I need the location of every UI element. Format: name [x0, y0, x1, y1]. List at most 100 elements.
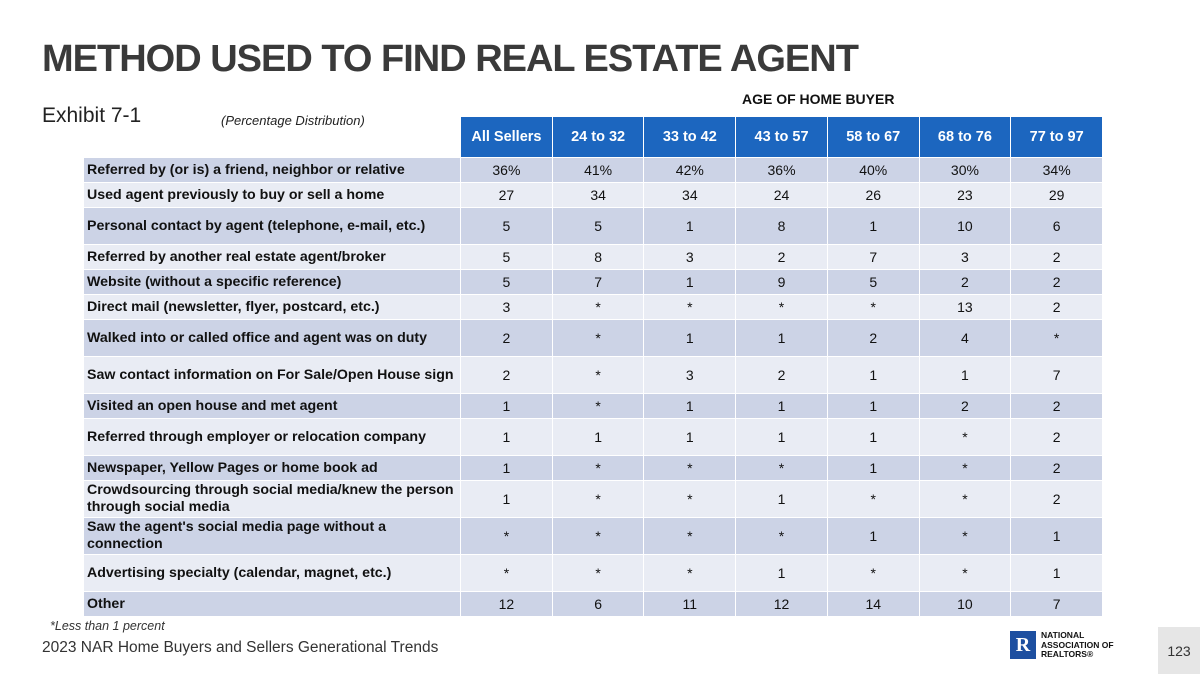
row-value: 36%	[460, 157, 552, 182]
row-value: 2	[460, 356, 552, 393]
row-value: 2	[1010, 455, 1102, 480]
row-label: Website (without a specific reference)	[84, 269, 461, 294]
row-value: 3	[918, 244, 1011, 269]
row-value: 1	[460, 393, 552, 418]
row-label: Referred by another real estate agent/br…	[84, 244, 461, 269]
row-value: 1	[826, 517, 919, 554]
row-value: 1	[826, 455, 919, 480]
row-value: 30%	[918, 157, 1011, 182]
row-value: 6	[551, 591, 644, 616]
table-row: Other 12 6 11 12 14 10 7	[84, 591, 1102, 616]
row-value: 8	[551, 244, 644, 269]
row-value: 14	[826, 591, 919, 616]
exhibit-label: Exhibit 7-1	[42, 104, 142, 127]
row-value: 1	[643, 393, 736, 418]
row-label: Saw the agent's social media page withou…	[84, 517, 461, 554]
row-value: *	[826, 554, 919, 591]
row-value: 1	[735, 418, 827, 455]
row-value: 6	[1010, 207, 1102, 244]
row-value: 2	[460, 319, 552, 356]
row-value: *	[1010, 319, 1102, 356]
row-value: 2	[1010, 294, 1102, 319]
row-label: Referred through employer or relocation …	[84, 418, 461, 455]
age-group-header: AGE OF HOME BUYER	[742, 91, 895, 107]
row-value: 1	[643, 269, 736, 294]
page-number: 123	[1167, 642, 1191, 659]
row-value: *	[826, 480, 919, 517]
row-value: 27	[460, 182, 552, 207]
nar-logo: R National Association of Realtors®	[1010, 630, 1114, 660]
column-header: 58 to 67	[826, 117, 919, 157]
row-value: 1	[735, 393, 827, 418]
table-row: Walked into or called office and agent w…	[84, 319, 1102, 356]
row-value: 34	[551, 182, 644, 207]
row-label: Other	[84, 591, 461, 616]
row-value: 5	[551, 207, 644, 244]
row-value: 1	[735, 480, 827, 517]
logo-text: National Association of Realtors®	[1041, 630, 1114, 660]
row-value: 41%	[551, 157, 644, 182]
row-label: Visited an open house and met agent	[84, 393, 461, 418]
row-label: Used agent previously to buy or sell a h…	[84, 182, 461, 207]
row-value: 5	[460, 244, 552, 269]
row-value: *	[918, 517, 1011, 554]
row-value: *	[460, 517, 552, 554]
column-header: All Sellers	[460, 117, 552, 157]
row-value: 1	[826, 393, 919, 418]
row-value: 1	[1010, 517, 1102, 554]
column-header: 24 to 32	[551, 117, 644, 157]
row-value: 3	[643, 356, 736, 393]
row-value: 36%	[735, 157, 827, 182]
row-value: 8	[735, 207, 827, 244]
row-value: 7	[1010, 591, 1102, 616]
table-row: Referred by another real estate agent/br…	[84, 244, 1102, 269]
row-label: Personal contact by agent (telephone, e-…	[84, 207, 461, 244]
report-title: 2023 NAR Home Buyers and Sellers Generat…	[42, 639, 439, 656]
row-value: *	[551, 517, 644, 554]
row-value: *	[643, 455, 736, 480]
row-value: 2	[1010, 418, 1102, 455]
logo-line: National	[1041, 630, 1085, 640]
row-value: 12	[735, 591, 827, 616]
table-row: Referred through employer or relocation …	[84, 418, 1102, 455]
table-row: Saw contact information on For Sale/Open…	[84, 356, 1102, 393]
row-value: *	[551, 319, 644, 356]
row-value: 5	[826, 269, 919, 294]
distribution-note: (Percentage Distribution)	[221, 113, 365, 128]
row-value: 11	[643, 591, 736, 616]
row-value: 42%	[643, 157, 736, 182]
table-row: Advertising specialty (calendar, magnet,…	[84, 554, 1102, 591]
row-value: 2	[918, 393, 1011, 418]
row-value: *	[918, 455, 1011, 480]
page-title: METHOD USED TO FIND REAL ESTATE AGENT	[42, 38, 859, 80]
row-value: 2	[735, 356, 827, 393]
row-value: 40%	[826, 157, 919, 182]
row-value: 7	[826, 244, 919, 269]
row-value: *	[918, 554, 1011, 591]
footnote: *Less than 1 percent	[50, 619, 165, 633]
row-value: *	[826, 294, 919, 319]
row-value: 1	[1010, 554, 1102, 591]
row-value: *	[551, 554, 644, 591]
row-value: 1	[643, 418, 736, 455]
row-value: *	[643, 517, 736, 554]
row-value: 1	[826, 356, 919, 393]
column-header: 68 to 76	[918, 117, 1011, 157]
row-value: *	[735, 517, 827, 554]
row-value: 1	[826, 207, 919, 244]
column-header: 43 to 57	[735, 117, 827, 157]
row-value: 24	[735, 182, 827, 207]
row-value: 12	[460, 591, 552, 616]
row-value: *	[551, 455, 644, 480]
row-value: 2	[826, 319, 919, 356]
table-row: Visited an open house and met agent 1 * 1 1 1…	[84, 393, 1102, 418]
row-value: *	[460, 554, 552, 591]
page-number-box: 123	[1158, 627, 1200, 674]
row-value: 1	[735, 554, 827, 591]
row-value: 7	[1010, 356, 1102, 393]
row-value: 2	[1010, 269, 1102, 294]
row-value: 26	[826, 182, 919, 207]
row-value: 3	[460, 294, 552, 319]
table-row: Crowdsourcing through social media/knew …	[84, 480, 1102, 517]
table-row: Personal contact by agent (telephone, e-…	[84, 207, 1102, 244]
